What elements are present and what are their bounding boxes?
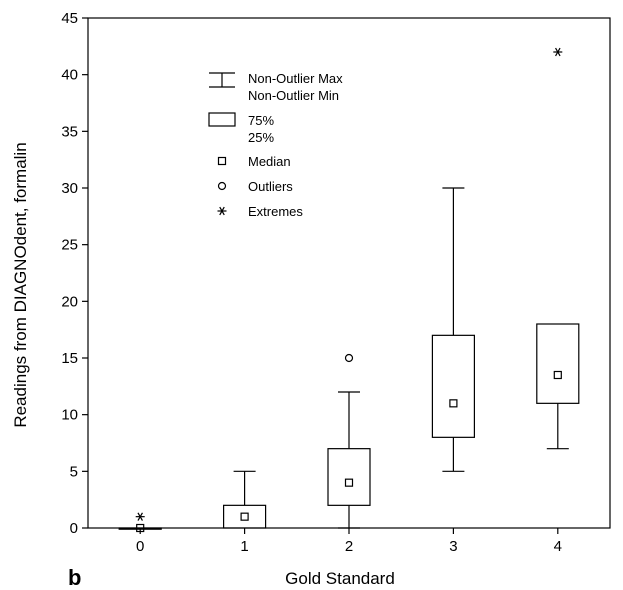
iqr-box: [327, 448, 371, 506]
legend-extremes: Extremes: [248, 204, 303, 219]
plot-frame: [87, 17, 611, 529]
extreme-marker: [135, 512, 145, 521]
extreme-marker: [553, 47, 563, 57]
legend-outlier-symbol: [217, 181, 227, 191]
box-4: [536, 47, 580, 450]
x-axis-title: Gold Standard: [285, 569, 395, 588]
x-tick-label: 1: [240, 538, 248, 555]
box-0: [118, 512, 162, 533]
legend-extreme-symbol: [217, 206, 227, 216]
y-tick-label: 30: [61, 180, 78, 197]
y-tick-label: 0: [70, 520, 78, 537]
legend-non-outlier-max: Non-Outlier Max: [248, 71, 343, 86]
legend-median-symbol: [217, 156, 227, 166]
panel-label: b: [68, 565, 81, 590]
y-tick-label: 20: [61, 293, 78, 310]
x-tick-label: 0: [136, 538, 144, 555]
y-tick-label: 45: [61, 10, 78, 27]
boxes: [118, 47, 580, 533]
y-axis-title: Readings from DIAGNOdent, formalin: [11, 142, 30, 427]
iqr-box: [223, 504, 267, 529]
median-marker: [240, 512, 249, 521]
plot-area-border: [87, 17, 611, 529]
y-tick-label: 15: [61, 350, 78, 367]
x-tick-label: 2: [345, 538, 353, 555]
legend-outliers: Outliers: [248, 179, 293, 194]
outlier-marker: [344, 353, 354, 363]
iqr-box: [536, 323, 580, 404]
iqr-box: [431, 334, 475, 438]
extreme-star-stroke: [555, 47, 561, 57]
x-tick-label: 3: [449, 538, 457, 555]
y-tick-label: 35: [61, 123, 78, 140]
median-marker: [344, 478, 354, 487]
y-axis: 0 5 10 15 20 25 30 35 40 45: [61, 10, 88, 537]
legend-median: Median: [248, 154, 291, 169]
x-axis: 0 1 2 3 4: [136, 528, 562, 555]
median-marker: [449, 399, 458, 408]
box-3: [431, 187, 475, 472]
legend-75: 75%: [248, 113, 274, 128]
legend: Non-Outlier Max Non-Outlier Min 75% 25% Medi…: [208, 71, 343, 219]
box-2: [327, 353, 371, 529]
y-tick-label: 40: [61, 67, 78, 84]
extreme-star-stroke: [219, 206, 225, 216]
y-tick-label: 25: [61, 237, 78, 254]
legend-non-outlier-min: Non-Outlier Min: [248, 88, 339, 103]
y-tick-label: 5: [70, 463, 78, 480]
x-tick-label: 4: [554, 538, 562, 555]
median-marker: [136, 523, 145, 533]
legend-box-symbol: [208, 112, 236, 127]
extreme-star-stroke: [137, 512, 143, 521]
y-tick-label: 10: [61, 407, 78, 424]
legend-25: 25%: [248, 130, 274, 145]
box-1: [223, 470, 267, 529]
iqr-box: [118, 527, 162, 530]
median-marker: [553, 370, 562, 380]
